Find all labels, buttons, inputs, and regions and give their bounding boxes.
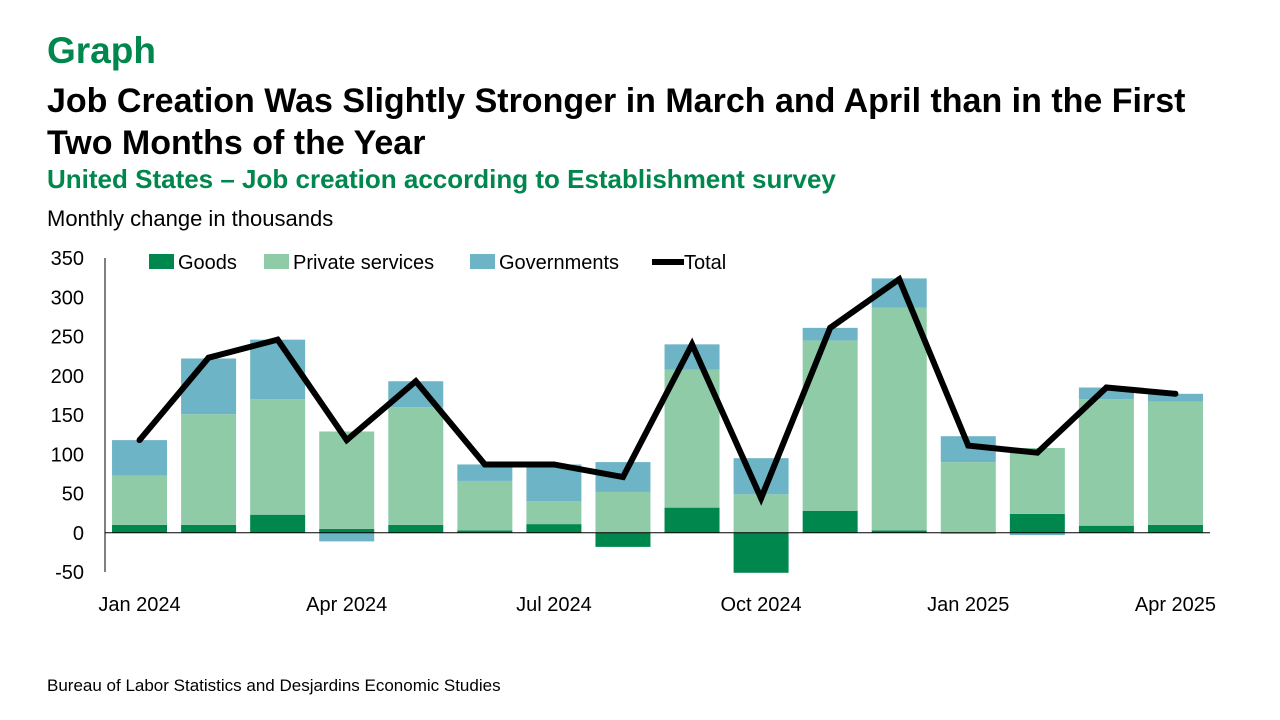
y-tick-label: 200 xyxy=(51,366,84,388)
y-tick-label: -50 xyxy=(55,562,84,584)
total-point-1 xyxy=(136,437,143,444)
legend-goods-label: Goods xyxy=(178,252,237,274)
bar-goods-5 xyxy=(388,524,444,533)
total-point-5 xyxy=(412,378,419,385)
bar-private-services-13 xyxy=(940,462,996,533)
bar-goods-14 xyxy=(1009,513,1065,533)
legend-total-label: Total xyxy=(684,252,726,274)
bar-goods-7 xyxy=(526,524,582,533)
bar-goods-6 xyxy=(457,530,513,533)
bar-goods-9 xyxy=(664,507,720,533)
total-point-8 xyxy=(619,474,626,481)
legend-goods-swatch xyxy=(149,254,174,269)
bar-governments-4 xyxy=(319,532,375,542)
bar-goods-2 xyxy=(181,524,237,533)
legend: Goods Private services Governments Total xyxy=(149,252,726,274)
bar-goods-4 xyxy=(319,528,375,533)
bar-governments-1 xyxy=(112,440,168,476)
bar-private-services-12 xyxy=(871,307,927,531)
x-tick-label: Jul 2024 xyxy=(516,594,592,616)
chart-title: Job Creation Was Slightly Stronger in Ma… xyxy=(47,82,1186,162)
bar-private-services-2 xyxy=(181,414,237,525)
bar-governments-15 xyxy=(1078,387,1134,400)
bar-private-services-7 xyxy=(526,501,582,525)
total-point-10 xyxy=(758,495,765,502)
bar-governments-6 xyxy=(457,464,513,481)
total-point-4 xyxy=(343,437,350,444)
total-point-13 xyxy=(965,442,972,449)
y-tick-label: 300 xyxy=(51,287,84,309)
bar-private-services-4 xyxy=(319,431,375,529)
bar-goods-8 xyxy=(595,532,651,547)
bar-goods-3 xyxy=(250,514,306,533)
total-point-7 xyxy=(550,461,557,468)
bar-goods-16 xyxy=(1147,524,1203,533)
total-line xyxy=(137,274,1176,506)
total-points xyxy=(136,276,1179,502)
total-point-15 xyxy=(1103,384,1110,391)
bar-private-services-1 xyxy=(112,475,168,525)
bar-private-services-15 xyxy=(1078,399,1134,526)
bar-goods-11 xyxy=(802,510,858,533)
y-tick-label: 0 xyxy=(73,523,84,545)
total-point-2 xyxy=(205,354,212,361)
y-tick-labels: -50 0 50 100 150 200 250 300 350 xyxy=(51,248,84,584)
total-point-12 xyxy=(896,276,903,283)
bar-private-services-11 xyxy=(802,340,858,511)
y-tick-label: 350 xyxy=(51,248,84,270)
total-point-6 xyxy=(481,461,488,468)
total-point-14 xyxy=(1034,449,1041,456)
total-point-3 xyxy=(274,336,281,343)
x-tick-labels: Jan 2024 Apr 2024 Jul 2024 Oct 2024 Jan 2025… xyxy=(98,594,1216,616)
legend-private-services-swatch xyxy=(264,254,289,269)
bars-layer xyxy=(112,278,1203,573)
total-point-9 xyxy=(689,341,696,348)
y-tick-label: 250 xyxy=(51,327,84,349)
x-tick-label: Oct 2024 xyxy=(721,594,802,616)
bar-private-services-3 xyxy=(250,399,306,515)
source-note: Bureau of Labor Statistics and Desjardin… xyxy=(47,676,501,695)
bar-private-services-5 xyxy=(388,407,444,525)
legend-private-services-label: Private services xyxy=(293,252,434,274)
x-tick-label: Apr 2025 xyxy=(1135,594,1216,616)
x-tick-label: Apr 2024 xyxy=(306,594,387,616)
chart-subtitle: United States – Job creation according t… xyxy=(47,164,836,194)
graph-label: Graph xyxy=(47,30,156,71)
bar-private-services-8 xyxy=(595,491,651,533)
bar-private-services-16 xyxy=(1147,401,1203,525)
y-tick-label: 100 xyxy=(51,444,84,466)
x-tick-label: Jan 2025 xyxy=(927,594,1009,616)
units-label: Monthly change in thousands xyxy=(47,206,334,231)
bar-governments-2 xyxy=(181,358,237,415)
y-tick-label: 50 xyxy=(62,484,84,506)
bar-private-services-6 xyxy=(457,480,513,531)
bar-governments-10 xyxy=(733,458,789,495)
bar-goods-10 xyxy=(733,532,789,573)
bar-goods-12 xyxy=(871,530,927,533)
y-tick-label: 150 xyxy=(51,405,84,427)
bar-goods-15 xyxy=(1078,525,1134,533)
bar-governments-16 xyxy=(1147,393,1203,402)
total-point-16 xyxy=(1172,390,1179,397)
legend-governments-swatch xyxy=(470,254,495,269)
total-point-11 xyxy=(827,324,834,331)
x-tick-label: Jan 2024 xyxy=(98,594,180,616)
bar-private-services-14 xyxy=(1009,447,1065,514)
legend-governments-label: Governments xyxy=(499,252,619,274)
bar-goods-1 xyxy=(112,524,168,533)
bar-governments-14 xyxy=(1009,532,1065,536)
